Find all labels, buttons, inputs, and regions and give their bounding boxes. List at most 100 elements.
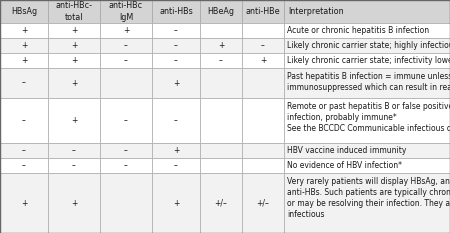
Text: –: – (124, 56, 128, 65)
Bar (242, 68, 284, 98)
Text: –: – (22, 161, 26, 170)
Text: Past hepatitis B infection = immune unless
immunosuppressed which can result in : Past hepatitis B infection = immune unle… (287, 72, 450, 92)
Bar (152, 23, 200, 38)
Text: –: – (174, 161, 178, 170)
Bar (152, 0, 200, 23)
Text: –: – (174, 26, 178, 35)
Bar (242, 0, 284, 23)
Bar (152, 38, 200, 53)
Bar (48, 158, 100, 173)
Text: –: – (174, 116, 178, 125)
Text: +/–: +/– (256, 199, 270, 208)
Bar (152, 68, 200, 98)
Text: +/–: +/– (215, 199, 227, 208)
Bar (152, 143, 200, 158)
Bar (200, 158, 242, 173)
Bar (0, 0, 48, 23)
Text: +: + (71, 41, 77, 50)
Bar (48, 143, 100, 158)
Text: +: + (71, 199, 77, 208)
Bar (242, 53, 284, 68)
Bar (242, 98, 284, 143)
Text: –: – (72, 161, 76, 170)
Text: –: – (124, 161, 128, 170)
Bar (242, 23, 284, 38)
Bar (48, 53, 100, 68)
Bar (200, 98, 242, 143)
Bar (100, 38, 152, 53)
Bar (200, 53, 242, 68)
Bar (284, 143, 450, 158)
Bar (48, 173, 100, 233)
Bar (100, 173, 152, 233)
Text: +: + (71, 116, 77, 125)
Bar (284, 98, 450, 143)
Text: HBV vaccine induced immunity: HBV vaccine induced immunity (287, 146, 406, 155)
Text: +: + (21, 199, 27, 208)
Bar (0, 98, 48, 143)
Bar (0, 68, 48, 98)
Text: anti-HBs: anti-HBs (159, 7, 193, 16)
Text: –: – (261, 41, 265, 50)
Text: Likely chronic carrier state; highly infectious: Likely chronic carrier state; highly inf… (287, 41, 450, 50)
Text: –: – (22, 79, 26, 88)
Text: –: – (22, 116, 26, 125)
Bar (200, 173, 242, 233)
Bar (152, 173, 200, 233)
Bar (0, 143, 48, 158)
Text: anti-HBe: anti-HBe (246, 7, 280, 16)
Bar (0, 53, 48, 68)
Bar (152, 98, 200, 143)
Text: Very rarely patients will display HBsAg, anti-HBc-total &
anti-HBs. Such patient: Very rarely patients will display HBsAg,… (287, 177, 450, 219)
Text: +: + (123, 26, 129, 35)
Bar (200, 38, 242, 53)
Bar (200, 68, 242, 98)
Bar (284, 158, 450, 173)
Text: anti-HBc
IgM: anti-HBc IgM (109, 1, 143, 21)
Text: +: + (173, 146, 179, 155)
Bar (284, 0, 450, 23)
Text: +: + (71, 26, 77, 35)
Text: +: + (260, 56, 266, 65)
Text: –: – (174, 41, 178, 50)
Bar (48, 0, 100, 23)
Bar (0, 23, 48, 38)
Bar (284, 23, 450, 38)
Text: +: + (71, 56, 77, 65)
Text: –: – (124, 41, 128, 50)
Bar (152, 158, 200, 173)
Text: Remote or past hepatitis B or false positive: Resolved
infection, probably immun: Remote or past hepatitis B or false posi… (287, 102, 450, 133)
Bar (242, 173, 284, 233)
Text: HBsAg: HBsAg (11, 7, 37, 16)
Bar (48, 38, 100, 53)
Text: +: + (21, 26, 27, 35)
Bar (100, 53, 152, 68)
Bar (200, 23, 242, 38)
Bar (284, 38, 450, 53)
Bar (100, 0, 152, 23)
Bar (284, 173, 450, 233)
Text: –: – (124, 116, 128, 125)
Text: –: – (174, 56, 178, 65)
Bar (0, 38, 48, 53)
Bar (48, 98, 100, 143)
Bar (100, 158, 152, 173)
Text: anti-HBc-
total: anti-HBc- total (55, 1, 93, 21)
Text: +: + (21, 56, 27, 65)
Bar (100, 68, 152, 98)
Text: +: + (173, 199, 179, 208)
Bar (48, 68, 100, 98)
Bar (100, 143, 152, 158)
Text: No evidence of HBV infection*: No evidence of HBV infection* (287, 161, 402, 170)
Bar (242, 38, 284, 53)
Text: –: – (22, 146, 26, 155)
Text: +: + (71, 79, 77, 88)
Bar (100, 98, 152, 143)
Text: +: + (218, 41, 224, 50)
Bar (0, 173, 48, 233)
Text: +: + (21, 41, 27, 50)
Bar (242, 158, 284, 173)
Bar (200, 143, 242, 158)
Bar (48, 23, 100, 38)
Text: HBeAg: HBeAg (207, 7, 234, 16)
